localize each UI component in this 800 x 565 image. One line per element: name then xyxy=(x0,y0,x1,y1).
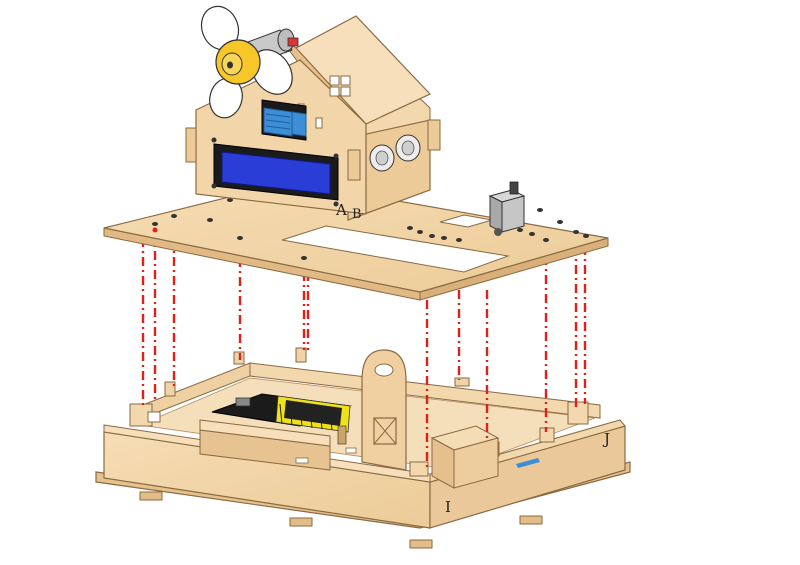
wall-tab xyxy=(567,401,589,425)
wall-tab xyxy=(164,381,176,397)
inner-partition-top xyxy=(199,419,331,447)
floor-slot xyxy=(345,447,357,454)
lcd-module-icon xyxy=(213,143,339,201)
screw xyxy=(333,153,339,159)
part-label-j: J xyxy=(602,430,610,448)
servo-motor-icon xyxy=(488,181,526,236)
temperature-humidity-sensor-icon xyxy=(261,99,307,141)
arch-hole xyxy=(374,363,394,377)
house: A B xyxy=(185,15,441,222)
alignment-guide-lines xyxy=(141,232,587,468)
part-label-i: I xyxy=(445,498,451,516)
top-plate xyxy=(103,181,609,301)
screw xyxy=(211,137,217,143)
wall-tab xyxy=(427,119,441,151)
controller-board-icon xyxy=(211,393,352,433)
standoff xyxy=(337,425,347,445)
screw xyxy=(333,201,339,207)
base-foot xyxy=(409,539,433,549)
wall-tab xyxy=(409,461,429,477)
floor-slot xyxy=(295,457,309,464)
plate-marker xyxy=(152,227,158,233)
fan-icon xyxy=(200,5,299,119)
part-label-b: B xyxy=(352,207,362,222)
ultrasonic-sensor-icon xyxy=(369,134,421,172)
arch-cross xyxy=(373,417,397,445)
base-foot xyxy=(519,515,543,525)
arch-bracket xyxy=(361,349,407,471)
wall-tab xyxy=(347,149,361,181)
arch-window xyxy=(373,417,397,445)
wall-tab xyxy=(295,347,307,363)
wall-tab xyxy=(185,127,197,163)
wall-tab xyxy=(147,411,161,423)
base-box: I J xyxy=(95,347,631,549)
part-label-a: A xyxy=(335,201,347,219)
plate-cutout xyxy=(281,225,510,273)
base-foot xyxy=(289,517,313,527)
plate-holes xyxy=(152,198,589,260)
screw xyxy=(211,183,217,189)
base-foot xyxy=(139,491,163,501)
floor-strip xyxy=(516,458,540,468)
wall-tab xyxy=(454,377,470,387)
small-box xyxy=(430,425,500,489)
